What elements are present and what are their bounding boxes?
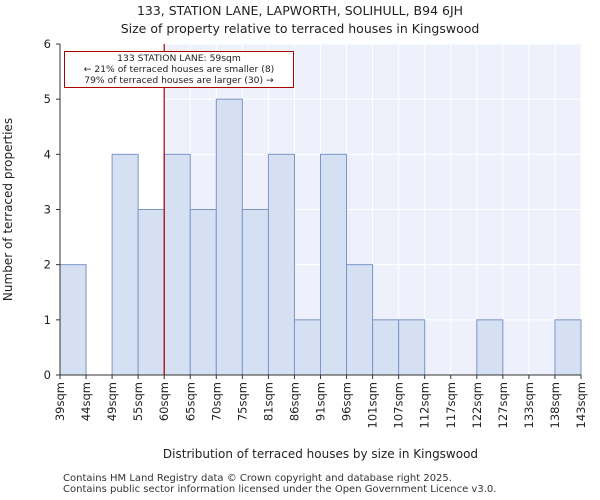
x-axis-label: Distribution of terraced houses by size … (163, 447, 478, 461)
bar-60sqm (163, 153, 191, 376)
x-tick-label: 112sqm (418, 382, 432, 428)
annotation-line-3: 79% of terraced houses are larger (30) → (84, 75, 274, 86)
y-tick-label: 3 (44, 203, 51, 217)
x-tick-label: 49sqm (105, 382, 119, 421)
x-tick-label: 96sqm (340, 382, 354, 421)
chart-subtitle: Size of property relative to terraced ho… (120, 21, 480, 36)
x-tick-label: 107sqm (392, 382, 406, 428)
x-tick-label: 65sqm (183, 382, 197, 421)
y-axis-label: Number of terraced properties (1, 118, 15, 301)
x-tick-label: 122sqm (470, 382, 484, 428)
bar-101sqm (372, 319, 400, 376)
x-tick-label: 101sqm (366, 382, 380, 428)
bar-138sqm (554, 319, 582, 376)
y-tick-label: 0 (44, 368, 51, 382)
bar-107sqm (398, 319, 426, 376)
footer-line-1: Contains HM Land Registry data © Crown c… (63, 473, 452, 484)
bar-70sqm (215, 98, 243, 376)
bar-86sqm (293, 319, 322, 376)
footer-line-2: Contains public sector information licen… (63, 484, 497, 495)
x-tick-label: 127sqm (496, 382, 510, 428)
bar-96sqm (346, 264, 374, 376)
x-tick-label: 70sqm (209, 382, 223, 421)
chart-title: 133, STATION LANE, LAPWORTH, SOLIHULL, B… (136, 3, 464, 18)
y-tick-label: 5 (44, 92, 51, 106)
x-tick-label: 81sqm (261, 382, 275, 421)
y-tick-label: 6 (44, 37, 51, 51)
x-tick-label: 75sqm (235, 382, 249, 421)
x-tick-label: 138sqm (548, 382, 562, 428)
bar-91sqm (320, 153, 348, 376)
bar-122sqm (476, 319, 504, 376)
x-tick-label: 143sqm (574, 382, 588, 428)
x-tick-label: 91sqm (314, 382, 328, 421)
bar-49sqm (111, 153, 139, 376)
bar-65sqm (189, 209, 217, 376)
annotation-line-2: ← 21% of terraced houses are smaller (8) (83, 64, 275, 75)
x-tick-label: 55sqm (131, 382, 145, 421)
y-tick-label: 4 (44, 147, 51, 161)
x-tick-label: 86sqm (287, 382, 301, 421)
x-tick-label: 117sqm (444, 382, 458, 428)
bar-39sqm (59, 264, 87, 376)
annotation-line-1: 133 STATION LANE: 59sqm (117, 53, 241, 64)
y-tick-label: 1 (44, 313, 51, 327)
property-annotation: 133 STATION LANE: 59sqm ← 21% of terrace… (64, 51, 294, 88)
x-tick-label: 60sqm (157, 382, 171, 421)
bar-55sqm (137, 209, 165, 376)
x-tick-label: 133sqm (522, 382, 536, 428)
bar-81sqm (267, 153, 295, 376)
bar-75sqm (241, 209, 269, 376)
x-tick-label: 44sqm (79, 382, 93, 421)
x-tick-label: 39sqm (53, 382, 67, 421)
y-tick-label: 2 (44, 258, 51, 272)
